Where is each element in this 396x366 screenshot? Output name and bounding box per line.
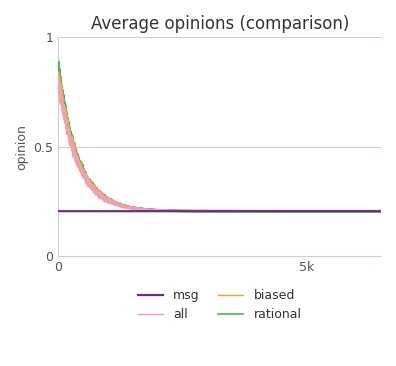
biased — [367, 209, 372, 213]
Y-axis label: opinion: opinion — [15, 124, 28, 169]
biased — [56, 75, 61, 79]
all — [367, 209, 372, 213]
Line: all: all — [59, 76, 381, 211]
biased — [159, 208, 164, 213]
rational — [367, 209, 372, 213]
all — [159, 208, 164, 213]
biased — [212, 209, 217, 213]
biased — [86, 180, 90, 185]
all — [212, 209, 217, 213]
rational — [379, 209, 383, 213]
msg — [379, 209, 383, 213]
all — [200, 209, 204, 213]
rational — [56, 60, 61, 64]
all — [86, 181, 90, 186]
biased — [190, 209, 194, 213]
Title: Average opinions (comparison): Average opinions (comparison) — [91, 15, 349, 33]
rational — [159, 208, 164, 213]
all — [246, 209, 250, 213]
Line: rational: rational — [59, 61, 381, 211]
biased — [246, 209, 250, 213]
biased — [57, 70, 61, 74]
all — [379, 209, 383, 213]
msg — [86, 209, 90, 213]
rational — [56, 59, 61, 64]
rational — [212, 209, 217, 213]
biased — [379, 209, 383, 213]
all — [56, 74, 61, 78]
msg — [246, 209, 250, 213]
Legend: msg, all, biased, rational: msg, all, biased, rational — [133, 284, 307, 326]
rational — [206, 209, 211, 213]
Line: biased: biased — [59, 72, 381, 211]
rational — [246, 209, 250, 213]
msg — [367, 209, 372, 213]
rational — [86, 179, 90, 183]
msg — [212, 209, 217, 213]
all — [343, 209, 348, 213]
rational — [343, 209, 348, 213]
msg — [159, 209, 164, 213]
msg — [56, 209, 61, 213]
biased — [343, 209, 348, 213]
all — [56, 82, 61, 86]
msg — [343, 209, 348, 213]
